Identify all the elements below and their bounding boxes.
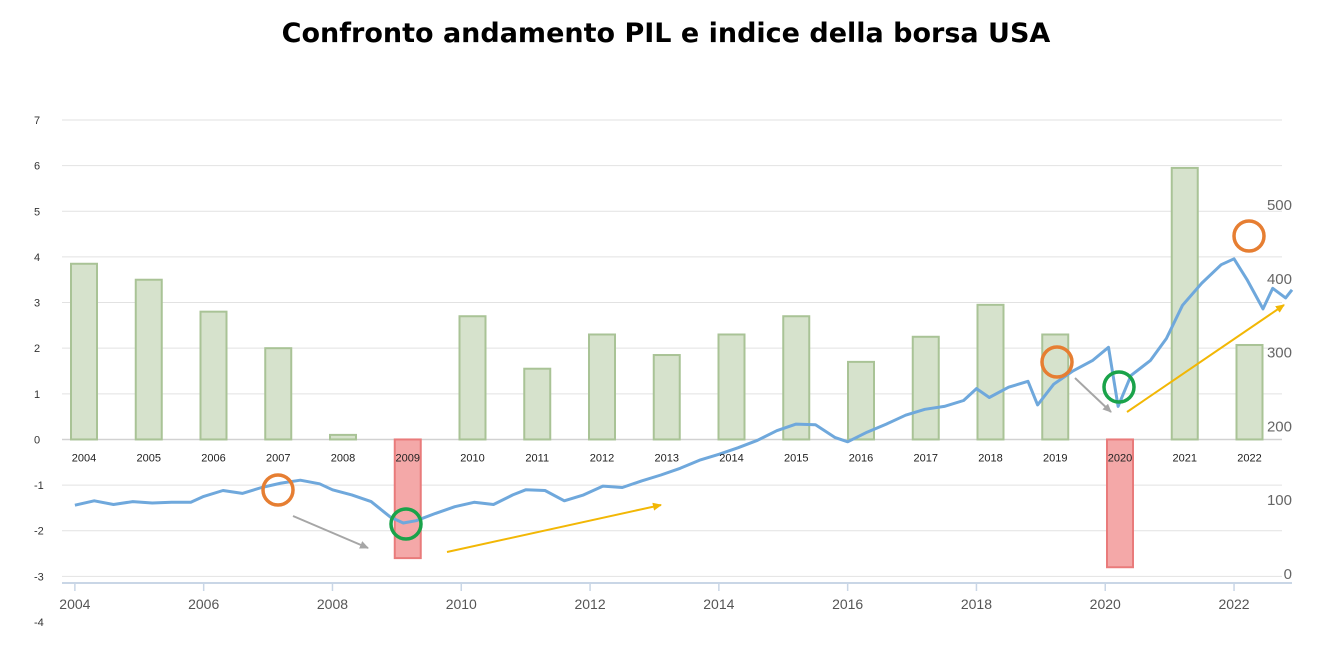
left-tick-label: 7 xyxy=(34,115,40,127)
decline-arrow-2008 xyxy=(292,515,369,549)
bar-2016 xyxy=(847,360,875,441)
bar-2004 xyxy=(70,262,98,441)
time-tick-label: 2012 xyxy=(574,596,605,612)
category-label: 2010 xyxy=(460,452,484,464)
chart-title: Confronto andamento PIL e indice della b… xyxy=(281,18,1051,49)
index-line xyxy=(74,257,1294,525)
peak-circle-2022 xyxy=(1232,219,1266,253)
category-label: 2014 xyxy=(719,452,743,464)
bar-2011 xyxy=(523,367,552,441)
bar-2012 xyxy=(588,333,616,441)
axes: 7 6 5 4 3 2 1 0 -1 -2 -3 -4 2004 2005 2006 2007 2008 2009… xyxy=(34,115,1292,629)
bar-2007 xyxy=(264,347,293,441)
left-tick-label: -4 xyxy=(34,617,44,629)
time-tick-label: 2018 xyxy=(961,596,992,612)
time-tick-label: 2020 xyxy=(1090,596,1121,612)
left-tick-label: 4 xyxy=(34,252,40,264)
left-tick-label: 5 xyxy=(34,206,40,218)
bar-2013 xyxy=(652,354,681,441)
category-label: 2013 xyxy=(655,452,679,464)
bar-2014 xyxy=(717,333,746,441)
time-tick-label: 2004 xyxy=(59,596,90,612)
bar-2019 xyxy=(1041,333,1070,441)
left-tick-label: -3 xyxy=(34,571,44,583)
bar-2020 xyxy=(1106,438,1134,569)
left-tick-label: 3 xyxy=(34,298,40,310)
bar-2018 xyxy=(976,303,1005,441)
bar-2005 xyxy=(134,278,163,441)
right-tick-label: 300 xyxy=(1267,345,1292,362)
left-tick-label: 0 xyxy=(34,434,40,446)
peak-circle-2019 xyxy=(1040,345,1074,379)
bar-2010 xyxy=(458,315,487,441)
category-label: 2011 xyxy=(525,452,549,464)
time-tick-label: 2008 xyxy=(317,596,348,612)
right-tick-label: 500 xyxy=(1267,197,1292,214)
category-label: 2012 xyxy=(590,452,614,464)
time-tick-label: 2014 xyxy=(703,596,734,612)
peak-circle-2007 xyxy=(261,473,295,507)
category-label: 2009 xyxy=(396,452,420,464)
time-tick-label: 2016 xyxy=(832,596,863,612)
right-tick-label: 200 xyxy=(1267,418,1292,435)
bar-2015 xyxy=(782,315,811,441)
left-tick-label: -1 xyxy=(34,480,44,492)
right-tick-label: 400 xyxy=(1267,271,1292,288)
left-tick-label: 1 xyxy=(34,389,40,401)
category-label: 2018 xyxy=(978,452,1002,464)
category-label: 2019 xyxy=(1043,452,1067,464)
left-tick-label: 6 xyxy=(34,161,40,173)
bar-2008 xyxy=(329,433,357,441)
time-tick-label: 2006 xyxy=(188,596,219,612)
recovery-arrow-2021 xyxy=(1126,304,1285,413)
category-label: 2006 xyxy=(201,452,225,464)
recovery-arrow-2010 xyxy=(446,502,662,553)
category-label: 2007 xyxy=(266,452,290,464)
stock-index-line xyxy=(74,257,1294,525)
bar-2022 xyxy=(1235,343,1264,441)
gridlines xyxy=(62,119,1282,577)
time-tick-label: 2010 xyxy=(446,596,477,612)
category-label: 2021 xyxy=(1173,452,1197,464)
time-tick-label: 2022 xyxy=(1218,596,1249,612)
low-circle-2009 xyxy=(389,507,423,541)
category-label: 2008 xyxy=(331,452,355,464)
category-label: 2022 xyxy=(1237,452,1261,464)
category-label: 2015 xyxy=(784,452,808,464)
bar-2006 xyxy=(199,310,228,441)
right-tick-label: 0 xyxy=(1284,566,1292,583)
bar-2017 xyxy=(911,335,940,441)
decline-arrow-2020 xyxy=(1074,377,1112,413)
right-tick-label: 100 xyxy=(1267,492,1292,509)
gdp-bars xyxy=(70,166,1264,569)
annotations xyxy=(261,219,1285,553)
left-tick-label: 2 xyxy=(34,343,40,355)
category-label: 2005 xyxy=(137,452,161,464)
category-label: 2020 xyxy=(1108,452,1132,464)
low-circle-2020 xyxy=(1102,370,1136,404)
left-tick-label: -2 xyxy=(34,526,44,538)
category-label: 2017 xyxy=(914,452,938,464)
category-label: 2016 xyxy=(849,452,873,464)
category-label: 2004 xyxy=(72,452,96,464)
